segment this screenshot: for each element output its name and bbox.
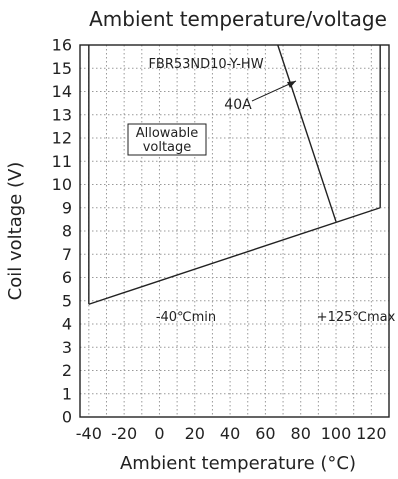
x-tick-label: 20 xyxy=(185,424,205,443)
series-group xyxy=(88,44,381,305)
y-tick-label: 2 xyxy=(62,361,72,380)
model-label: FBR53ND10-Y-HW xyxy=(148,57,263,72)
x-tick-label: -40 xyxy=(76,424,102,443)
x-tick-labels: -40 -20 0 20 40 60 80 100 120 xyxy=(76,424,387,443)
x-tick-label: 80 xyxy=(291,424,311,443)
min-temp-label: -40℃min xyxy=(156,310,216,325)
y-tick-label: 16 xyxy=(52,36,72,55)
y-tick-label: 15 xyxy=(52,59,72,78)
x-tick-label: -20 xyxy=(111,424,137,443)
y-tick-label: 12 xyxy=(52,129,72,148)
current-arrow-head xyxy=(287,81,296,88)
y-tick-label: 7 xyxy=(62,245,72,264)
series-line-max-voltage-40A xyxy=(277,44,337,222)
y-tick-label: 0 xyxy=(62,408,72,427)
allowable-label-line1: Allowable xyxy=(136,126,199,141)
x-tick-label: 0 xyxy=(154,424,164,443)
allowable-voltage-box xyxy=(127,123,207,156)
x-tick-label: 60 xyxy=(255,424,275,443)
current-label: 40A xyxy=(224,97,252,113)
x-tick-label: 100 xyxy=(321,424,352,443)
y-tick-label: 5 xyxy=(62,291,72,310)
series-line-min-voltage xyxy=(88,207,381,305)
y-tick-label: 8 xyxy=(62,222,72,241)
y-tick-label: 6 xyxy=(62,268,72,287)
y-tick-label: 10 xyxy=(52,175,72,194)
y-axis-title: Coil voltage (V) xyxy=(5,162,26,301)
x-tick-label: 120 xyxy=(356,424,387,443)
y-tick-label: 3 xyxy=(62,338,72,357)
y-tick-label: 9 xyxy=(62,198,72,217)
chart-title: Ambient temperature/voltage xyxy=(89,7,387,31)
x-tick-label: 40 xyxy=(220,424,240,443)
y-tick-label: 4 xyxy=(62,315,72,334)
y-tick-label: 14 xyxy=(52,82,72,101)
plot-frame xyxy=(79,44,390,418)
grid xyxy=(80,45,389,417)
y-tick-label: 11 xyxy=(52,152,72,171)
max-temp-label: +125℃max xyxy=(317,310,396,325)
y-tick-label: 13 xyxy=(52,105,72,124)
y-tick-label: 1 xyxy=(62,384,72,403)
allowable-label-line2: voltage xyxy=(143,140,192,155)
x-axis-title: Ambient temperature (°C) xyxy=(120,453,356,474)
